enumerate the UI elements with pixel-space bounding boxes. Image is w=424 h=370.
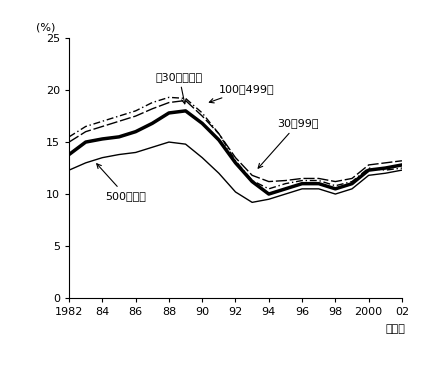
Text: ン30人以上計: ン30人以上計: [156, 72, 203, 104]
Text: 30～99人: 30～99人: [258, 118, 318, 168]
Text: (%): (%): [36, 23, 55, 33]
Text: 500人以上: 500人以上: [97, 164, 147, 201]
Text: 100～499人: 100～499人: [209, 84, 274, 103]
Text: （年）: （年）: [385, 324, 405, 334]
